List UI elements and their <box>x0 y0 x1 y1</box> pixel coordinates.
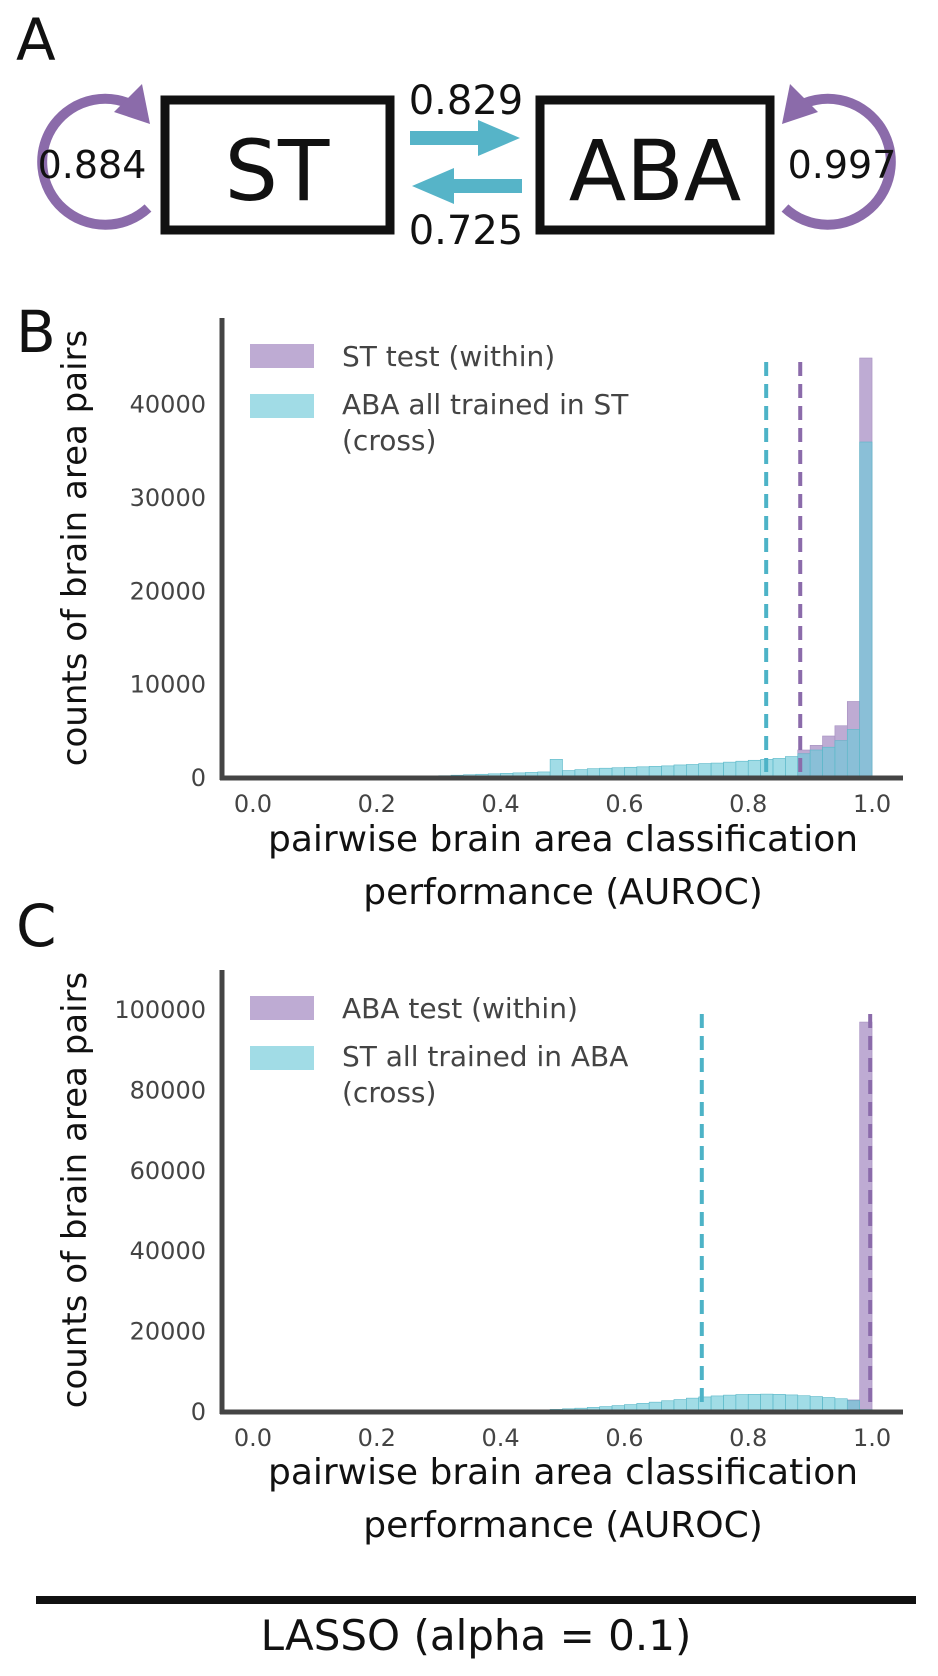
panel-letter-a: A <box>16 6 56 74</box>
forward-arrow-shaft <box>410 131 480 145</box>
x-axis-title-line2: performance (AUROC) <box>363 872 763 913</box>
bar-series1-bin26 <box>785 1394 799 1413</box>
legend-label-within: ABA test (within) <box>342 992 578 1025</box>
x-axis-title-line1: pairwise brain area classification <box>268 1452 858 1493</box>
histogram-c: 0.0 0.2 0.4 0.6 0.8 1.0 0 20000 40000 60000 80000 1… <box>55 970 903 1546</box>
footer-title: LASSO (alpha = 0.1) <box>261 1611 692 1660</box>
legend-swatch-within <box>250 344 314 368</box>
legend-label-cross-line2: (cross) <box>342 424 436 457</box>
legend-swatch-within <box>250 996 314 1020</box>
st-box-label: ST <box>225 122 330 220</box>
right-loop-arrow <box>781 93 896 230</box>
bar-series1-bin24 <box>760 1393 774 1413</box>
x-tick-label: 1.0 <box>853 1424 891 1452</box>
x-tick-label: 0.0 <box>234 790 272 818</box>
bar-series1-bin26 <box>747 759 761 779</box>
y-tick-label: 80000 <box>130 1076 206 1104</box>
bar-series1-bin33 <box>834 740 848 779</box>
y-axis-title: counts of brain area pairs <box>55 972 95 1408</box>
backward-score: 0.725 <box>409 208 524 254</box>
bar-series1-bin25 <box>772 1394 786 1413</box>
legend-label-cross-line2: (cross) <box>342 1076 436 1109</box>
st-box <box>160 95 395 235</box>
panel-letter-c: C <box>16 892 57 960</box>
left-loop-arrow <box>37 93 152 230</box>
left-loop-arrowhead <box>114 84 150 124</box>
bar-series1-bin29 <box>785 756 799 779</box>
legend-swatch-cross <box>250 1046 314 1070</box>
footer-rule <box>36 1596 916 1604</box>
right-self-score: 0.997 <box>788 143 897 187</box>
right-loop-arrowhead <box>782 84 818 124</box>
x-tick-label: 0.0 <box>234 1424 272 1452</box>
y-tick-label: 0 <box>191 1398 206 1426</box>
bar-series1-bin10 <box>549 759 563 779</box>
bar-series1-bin22 <box>735 1394 749 1413</box>
transfer-diagram: 0.884 ST 0.829 0.725 ABA 0.997 <box>37 78 897 254</box>
x-tick-label: 0.2 <box>358 1424 396 1452</box>
y-tick-label: 0 <box>191 764 206 792</box>
histogram-b: 0.0 0.2 0.4 0.6 0.8 1.0 0 10000 20000 30000 40000 c… <box>55 318 903 913</box>
backward-arrowhead <box>412 168 454 204</box>
legend-swatch-cross <box>250 394 314 418</box>
bar-series1-bin28 <box>772 758 786 779</box>
y-tick-label: 60000 <box>130 1157 206 1185</box>
x-tick-label: 0.2 <box>358 790 396 818</box>
x-tick-label: 0.4 <box>482 1424 520 1452</box>
legend-label-cross-line1: ST all trained in ABA <box>342 1040 628 1073</box>
bar-series1-bin35 <box>859 441 873 779</box>
bar-series1-bin31 <box>809 749 823 779</box>
y-tick-label: 20000 <box>130 577 206 605</box>
bar-series1-bin23 <box>747 1394 761 1413</box>
bar-series1-bin32 <box>822 746 836 779</box>
x-axis-title-line2: performance (AUROC) <box>363 1505 763 1546</box>
left-self-score: 0.884 <box>38 143 147 187</box>
x-axis-title-line1: pairwise brain area classification <box>268 819 858 860</box>
x-tick-label: 0.8 <box>729 1424 767 1452</box>
x-tick-label: 0.6 <box>605 1424 643 1452</box>
bar-series1-bin34 <box>846 729 860 779</box>
y-tick-label: 30000 <box>130 484 206 512</box>
y-axis-title: counts of brain area pairs <box>55 330 95 766</box>
y-tick-label: 100000 <box>114 996 206 1024</box>
y-tick-label: 40000 <box>130 391 206 419</box>
legend-label-cross-line1: ABA all trained in ST <box>342 388 629 421</box>
legend-label-within: ST test (within) <box>342 340 555 373</box>
y-tick-label: 20000 <box>130 1318 206 1346</box>
panel-letter-b: B <box>16 298 56 366</box>
bar-series1-bin21 <box>723 1394 737 1413</box>
backward-arrow-shaft <box>452 179 522 193</box>
y-tick-label: 10000 <box>130 671 206 699</box>
aba-box <box>535 95 775 235</box>
forward-score: 0.829 <box>409 78 524 124</box>
x-tick-label: 0.4 <box>482 790 520 818</box>
y-tick-label: 40000 <box>130 1237 206 1265</box>
bar-series1-bin25 <box>735 760 749 779</box>
x-tick-label: 0.8 <box>729 790 767 818</box>
forward-arrowhead <box>478 120 520 156</box>
x-tick-label: 1.0 <box>853 790 891 818</box>
x-tick-label: 0.6 <box>605 790 643 818</box>
aba-box-label: ABA <box>569 122 742 220</box>
